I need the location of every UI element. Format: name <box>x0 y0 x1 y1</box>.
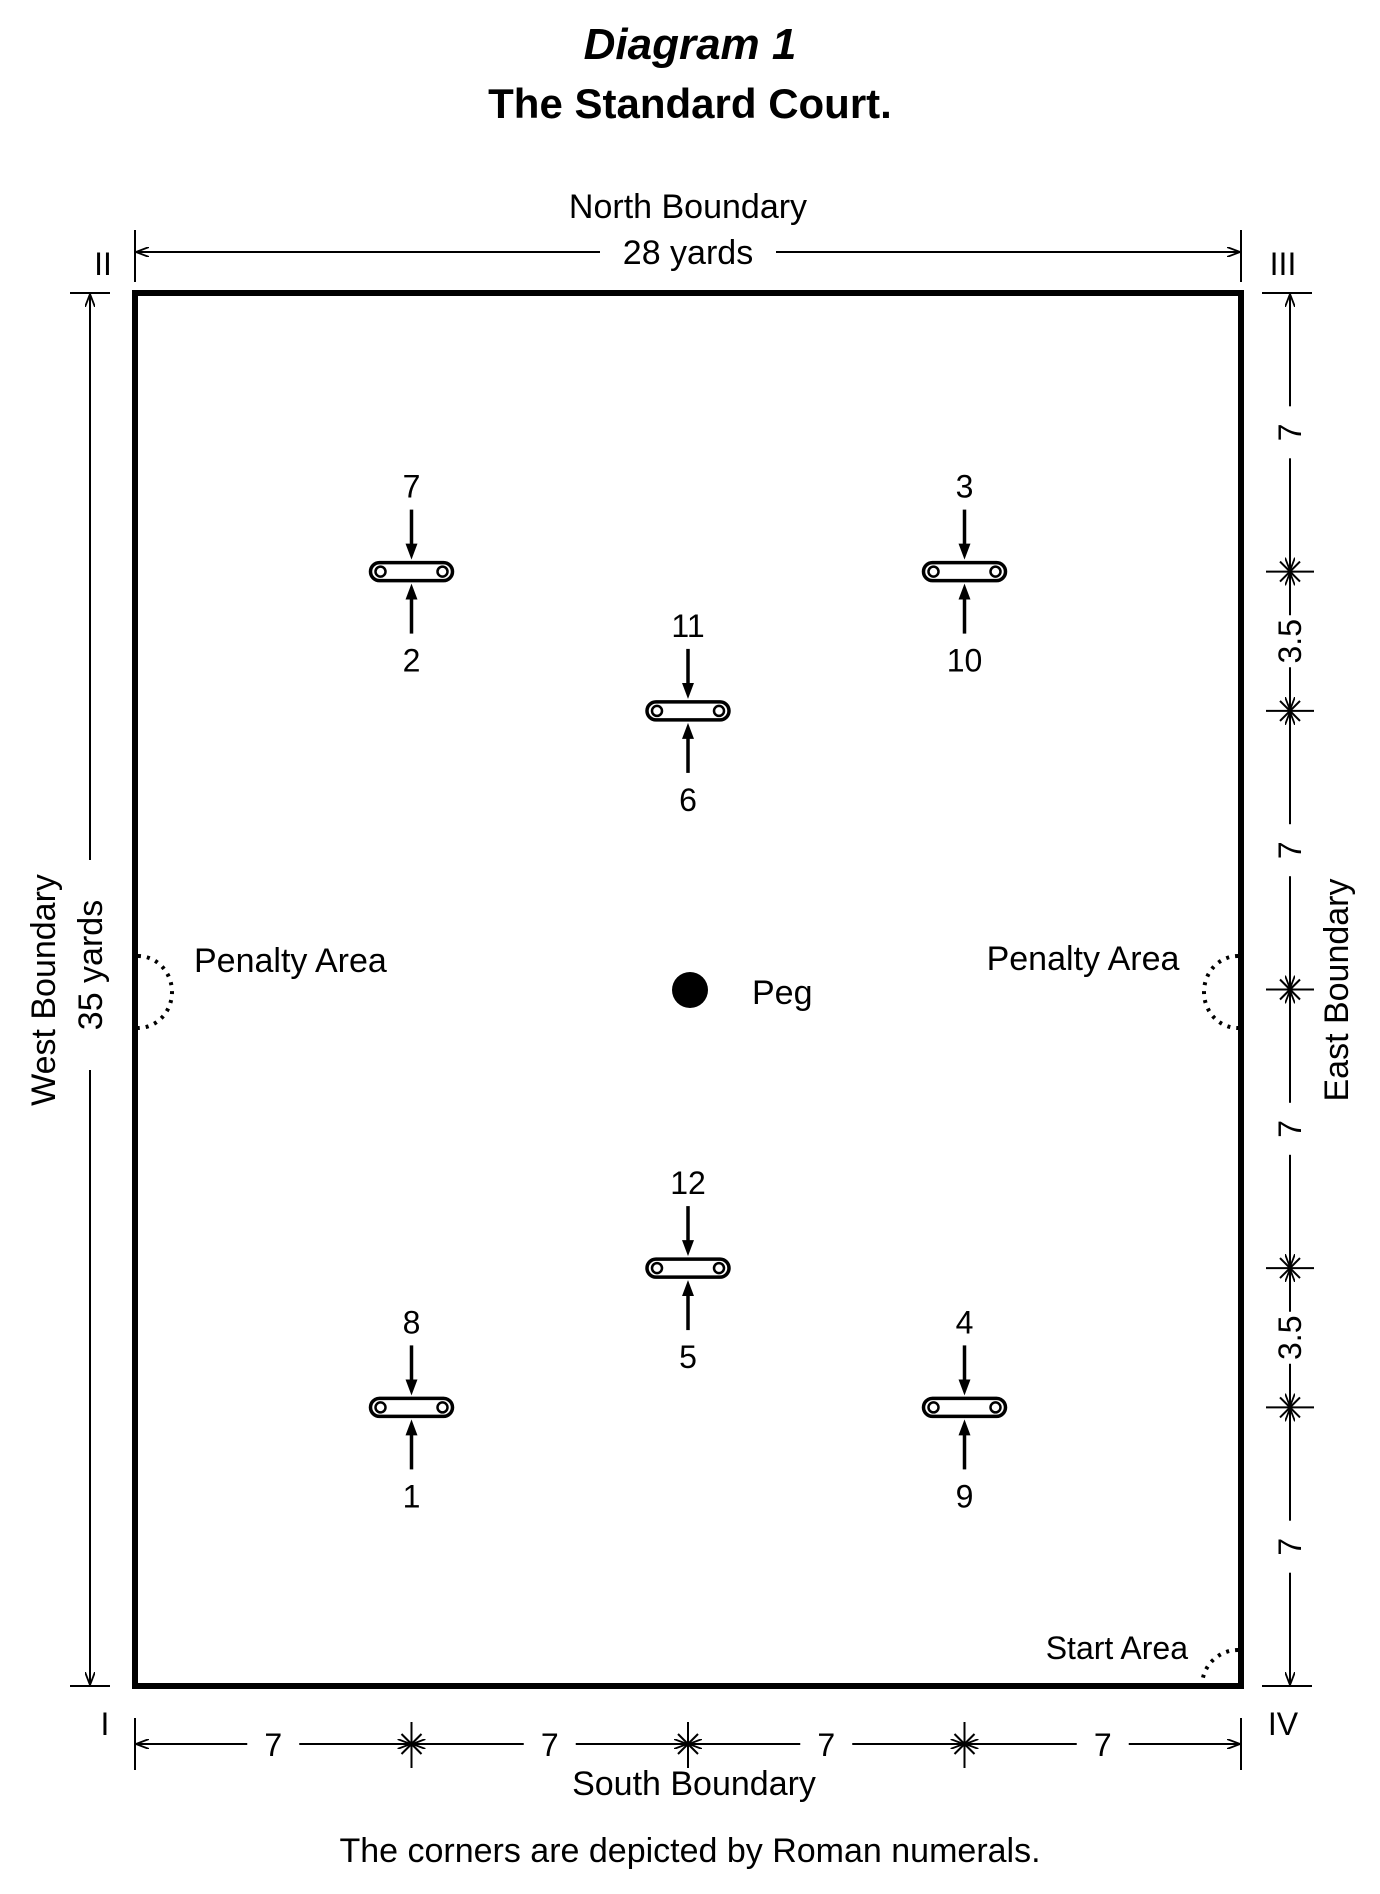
hoop-wire <box>645 1257 731 1279</box>
east-dim-segment-label: 7 <box>1272 423 1308 441</box>
start-area-label: Start Area <box>1046 1630 1189 1666</box>
hoop-order-label-above: 7 <box>403 469 421 505</box>
hoop-order-label-above: 12 <box>670 1165 706 1201</box>
hoop: 3 10 <box>921 469 1008 679</box>
east-boundary-label: East Boundary <box>1318 878 1356 1101</box>
hoop-leg-right <box>712 704 726 718</box>
hoop-leg-right <box>436 1401 449 1414</box>
corner-northwest: II <box>94 246 112 282</box>
hoop-wire <box>368 1396 455 1419</box>
hoop-leg-right <box>712 1261 726 1275</box>
south-boundary-label: South Boundary <box>572 1765 816 1803</box>
hoop-order-label-below: 2 <box>403 643 421 679</box>
hoop-order-label-above: 8 <box>403 1304 421 1340</box>
south-dim-segment-label: 7 <box>1094 1727 1112 1763</box>
hoop-order-label-below: 1 <box>403 1478 421 1514</box>
east-dim-segment-label: 7 <box>1272 841 1308 859</box>
east-dim-segment-label: 7 <box>1272 1538 1308 1556</box>
court-boundary <box>132 290 1244 1689</box>
south-dimension: 7 7 7 7 <box>134 1718 1242 1770</box>
east-dim-segment-label: 3.5 <box>1272 619 1308 663</box>
hoop-wire <box>645 700 731 722</box>
hoop-leg-left <box>650 704 664 718</box>
hoop-order-label-below: 5 <box>679 1339 697 1375</box>
hoop-order-label-below: 6 <box>679 782 697 818</box>
corner-southwest: I <box>101 1706 110 1742</box>
hoop-order-label-above: 4 <box>956 1304 974 1340</box>
hoop-leg-left <box>927 1401 940 1414</box>
east-dimension: 7 3.5 7 7 3.5 7 <box>1262 292 1314 1687</box>
south-dim-segment-label: 7 <box>817 1727 835 1763</box>
hoop: 11 6 <box>645 608 731 818</box>
north-boundary-label: North Boundary <box>569 188 807 226</box>
hoop-leg-right <box>989 565 1002 578</box>
diagram-subtitle: The Standard Court. <box>488 80 892 127</box>
diagram-title: Diagram 1 <box>583 20 797 69</box>
hoop-wire <box>921 1396 1008 1419</box>
hoop-order-label-below: 10 <box>947 643 983 679</box>
south-dim-segment-label: 7 <box>264 1727 282 1763</box>
west-boundary-label: West Boundary <box>25 874 63 1106</box>
hoop-wire <box>921 560 1008 583</box>
corner-southeast: IV <box>1268 1706 1299 1742</box>
peg <box>672 972 708 1008</box>
hoop-leg-left <box>374 565 387 578</box>
hoop: 49 <box>921 1304 1008 1514</box>
penalty-area-west <box>137 954 174 1030</box>
corner-northeast: III <box>1270 246 1297 282</box>
west-dim-label: 35 yards <box>72 900 110 1030</box>
hoop-order-label-above: 11 <box>671 608 704 644</box>
hoop-leg-left <box>374 1401 387 1414</box>
start-area <box>1200 1648 1239 1687</box>
south-dim-segment-label: 7 <box>541 1727 559 1763</box>
east-dim-segment-label: 3.5 <box>1272 1316 1308 1360</box>
east-dim-segment-label: 7 <box>1272 1120 1308 1138</box>
diagram-caption: The corners are depicted by Roman numera… <box>339 1832 1041 1870</box>
hoop: 81 <box>368 1304 455 1514</box>
hoop-leg-right <box>436 565 449 578</box>
hoop-order-label-above: 3 <box>956 469 974 505</box>
penalty-area-east <box>1202 954 1239 1030</box>
north-dim-label: 28 yards <box>623 234 753 272</box>
hoop-leg-left <box>927 565 940 578</box>
penalty-area-west-label: Penalty Area <box>194 942 387 980</box>
penalty-area-east-label: Penalty Area <box>987 940 1180 978</box>
hoop-order-label-below: 9 <box>956 1478 974 1514</box>
hoop: 12 5 <box>645 1165 731 1375</box>
hoop-wire <box>368 560 455 583</box>
peg-label: Peg <box>752 974 813 1012</box>
hoop-leg-right <box>989 1401 1002 1414</box>
hoop-leg-left <box>650 1261 664 1275</box>
hoop: 72 <box>368 469 455 679</box>
